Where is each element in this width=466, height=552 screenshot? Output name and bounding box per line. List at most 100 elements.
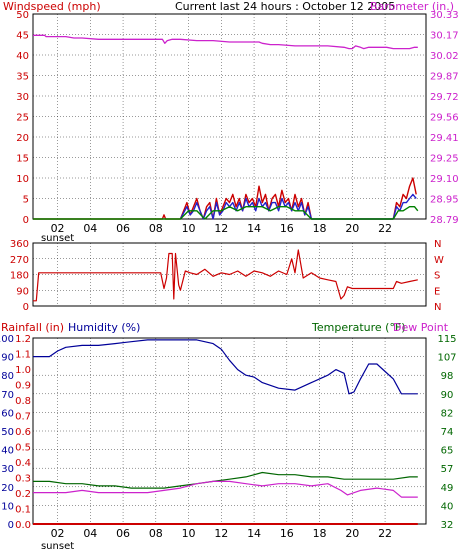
wind-tick-9: 45 — [16, 31, 29, 42]
hum-tick-9: 90 — [1, 353, 14, 364]
dewpoint-axis-label: Dew Point — [393, 321, 449, 334]
baro-tick-9: 30.17 — [430, 31, 459, 42]
rain-tick-2: 0.2 — [15, 489, 31, 500]
hum-tick-8: 80 — [1, 371, 14, 382]
compass-tick-0: N — [434, 302, 441, 313]
baro-tick-8: 30.02 — [430, 51, 459, 62]
x-tick-bottom-08: 08 — [149, 527, 163, 540]
baro-tick-6: 29.72 — [430, 92, 459, 103]
rain-tick-0: 0.0 — [15, 520, 31, 531]
temp-tick-7: 90 — [441, 390, 454, 401]
dir-tick-4: 360 — [10, 239, 29, 250]
series-layer — [33, 34, 419, 525]
wind-tick-7: 35 — [16, 72, 29, 83]
hum-tick-6: 60 — [1, 408, 14, 419]
dir-tick-1: 90 — [16, 286, 29, 297]
x-tick-top-06: 06 — [116, 222, 130, 235]
dir-tick-2: 180 — [10, 271, 29, 282]
x-tick-top-16: 16 — [280, 222, 294, 235]
temp-tick-10: 115 — [437, 334, 456, 345]
series-wind_avg — [33, 205, 419, 220]
temp-tick-8: 98 — [441, 371, 454, 382]
sunset-label-top: sunset — [41, 233, 74, 244]
temperature-axis-label: Temperature (°F) — [311, 321, 406, 334]
rain-tick-4: 0.4 — [15, 458, 31, 469]
wind-tick-6: 30 — [16, 92, 29, 103]
x-tick-bottom-06: 06 — [116, 527, 130, 540]
x-tick-top-14: 14 — [247, 222, 261, 235]
series-barometer — [33, 34, 418, 50]
humidity-axis-label: Humidity (%) — [68, 321, 140, 334]
baro-tick-0: 28.79 — [430, 215, 459, 226]
hum-tick-4: 40 — [1, 446, 14, 457]
dir-tick-3: 270 — [10, 255, 29, 266]
rain-tick-10: 1.0 — [15, 365, 31, 376]
x-tick-bottom-16: 16 — [280, 527, 294, 540]
rain-tick-9: 0.9 — [15, 381, 31, 392]
x-tick-top-12: 12 — [214, 222, 228, 235]
baro-tick-1: 28.95 — [430, 195, 459, 206]
baro-tick-4: 29.41 — [430, 133, 459, 144]
rain-tick-7: 0.7 — [15, 412, 31, 423]
dir-tick-0: 0 — [23, 302, 29, 313]
hum-tick-5: 50 — [1, 427, 14, 438]
series-humidity — [33, 339, 418, 395]
rain-tick-3: 0.3 — [15, 474, 31, 485]
wind-tick-1: 5 — [23, 195, 29, 206]
hum-tick-3: 30 — [1, 464, 14, 475]
x-tick-top-22: 22 — [378, 222, 392, 235]
hum-tick-2: 20 — [1, 483, 14, 494]
temp-tick-2: 49 — [441, 483, 454, 494]
rain-tick-5: 0.5 — [15, 443, 31, 454]
wind-tick-8: 40 — [16, 51, 29, 62]
rain-tick-6: 0.6 — [15, 427, 31, 438]
x-tick-top-02: 02 — [51, 222, 65, 235]
temp-tick-0: 32 — [441, 520, 454, 531]
temp-tick-9: 107 — [437, 353, 456, 364]
wind-tick-4: 20 — [16, 133, 29, 144]
wind-tick-3: 15 — [16, 154, 29, 165]
baro-tick-3: 29.25 — [430, 154, 459, 165]
x-tick-top-18: 18 — [313, 222, 327, 235]
x-tick-bottom-14: 14 — [247, 527, 261, 540]
x-tick-bottom-02: 02 — [51, 527, 65, 540]
x-tick-top-10: 10 — [182, 222, 196, 235]
series-temperature — [33, 471, 418, 489]
rainfall-axis-label: Rainfall (in) — [1, 321, 64, 334]
hum-tick-10: 100 — [0, 334, 14, 345]
temp-tick-5: 74 — [441, 427, 454, 438]
x-tick-bottom-12: 12 — [214, 527, 228, 540]
temp-tick-6: 82 — [441, 408, 454, 419]
windspeed-axis-label: Windspeed (mph) — [3, 0, 101, 13]
baro-tick-5: 29.56 — [430, 113, 459, 124]
rain-tick-12: 1.2 — [15, 334, 31, 345]
x-tick-bottom-10: 10 — [182, 527, 196, 540]
x-tick-top-08: 08 — [149, 222, 163, 235]
baro-tick-2: 29.10 — [430, 174, 459, 185]
baro-tick-7: 29.87 — [430, 72, 459, 83]
compass-tick-4: N — [434, 239, 441, 250]
temp-tick-3: 57 — [441, 464, 454, 475]
rain-tick-8: 0.8 — [15, 396, 31, 407]
sunset-label-bottom: sunset — [41, 541, 74, 552]
series-dewpoint — [33, 480, 418, 498]
label-layer: 0 5 10 15 20 25 30 35 40 45 50 28.79 28.95 29.10 29.25… — [0, 10, 459, 552]
compass-tick-2: S — [434, 271, 440, 282]
rain-tick-11: 1.1 — [15, 350, 31, 361]
temp-tick-1: 40 — [441, 501, 454, 512]
x-tick-bottom-18: 18 — [313, 527, 327, 540]
hum-tick-7: 70 — [1, 390, 14, 401]
chart-title: Current last 24 hours : October 12 2005 — [175, 0, 395, 13]
baro-tick-10: 30.33 — [430, 10, 459, 21]
wind-tick-5: 25 — [16, 113, 29, 124]
compass-tick-3: W — [434, 255, 444, 266]
rain-tick-1: 0.1 — [15, 505, 31, 516]
compass-tick-1: E — [434, 286, 440, 297]
series-direction — [33, 249, 418, 302]
barometer-axis-label: Barometer (in.) — [370, 0, 454, 13]
wind-tick-0: 0 — [23, 215, 29, 226]
wind-tick-10: 50 — [16, 10, 29, 21]
x-tick-top-20: 20 — [345, 222, 359, 235]
